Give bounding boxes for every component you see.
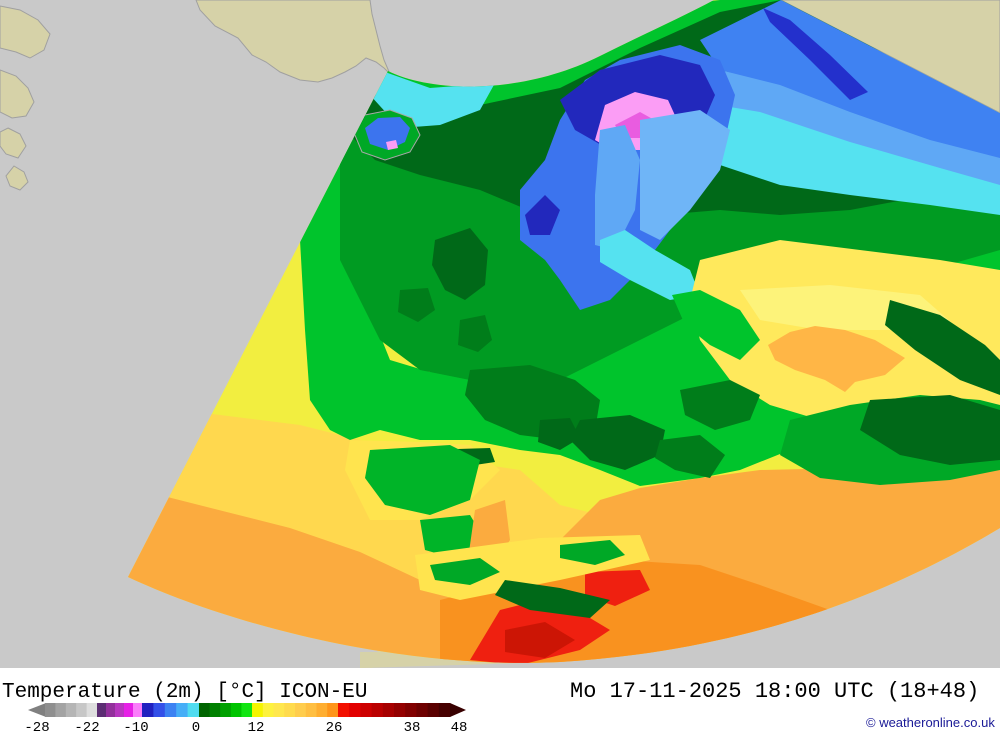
svg-text:38: 38 bbox=[404, 720, 421, 733]
svg-text:-10: -10 bbox=[123, 720, 148, 733]
svg-text:Mo 17-11-2025 18:00 UTC (18+48: Mo 17-11-2025 18:00 UTC (18+48) bbox=[570, 679, 979, 704]
svg-text:Temperature (2m) [°C] ICON-EU: Temperature (2m) [°C] ICON-EU bbox=[2, 681, 367, 704]
svg-text:© weatheronline.co.uk: © weatheronline.co.uk bbox=[866, 715, 995, 730]
svg-text:-28: -28 bbox=[24, 720, 49, 733]
svg-text:12: 12 bbox=[248, 720, 265, 733]
svg-text:-22: -22 bbox=[74, 720, 99, 733]
svg-text:26: 26 bbox=[326, 720, 343, 733]
svg-text:0: 0 bbox=[192, 720, 200, 733]
svg-text:48: 48 bbox=[451, 720, 468, 733]
